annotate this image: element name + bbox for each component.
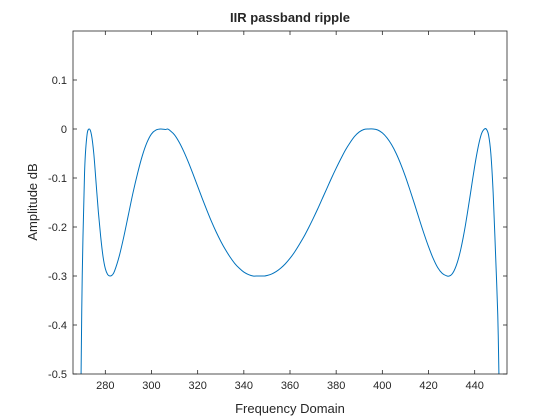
y-axis-label: Amplitude dB: [25, 163, 40, 240]
series-line: [80, 128, 500, 375]
x-tick-label: 440: [466, 380, 484, 392]
y-tick-label: -0.3: [48, 271, 67, 283]
x-tick-label: 420: [419, 380, 437, 392]
y-tick-label: -0.2: [48, 222, 67, 234]
x-tick-label: 360: [281, 380, 299, 392]
chart-title: IIR passband ripple: [230, 10, 350, 25]
x-tick-label: 400: [373, 380, 391, 392]
x-tick-label: 300: [142, 380, 160, 392]
y-tick-label: 0.1: [52, 75, 67, 87]
y-axis: -0.5 -0.4 -0.3 -0.2 -0.1 0 0.1: [48, 75, 507, 381]
x-axis-label: Frequency Domain: [235, 401, 345, 416]
y-tick-label: -0.1: [48, 173, 67, 185]
plot-area: [72, 30, 508, 375]
y-tick-label: -0.4: [48, 320, 67, 332]
axes-background: [73, 31, 507, 374]
x-tick-label: 340: [235, 380, 253, 392]
x-tick-label: 280: [96, 380, 114, 392]
y-tick-label: 0: [61, 124, 67, 136]
x-tick-label: 320: [188, 380, 206, 392]
x-axis: 280 300 320 340 360 380 400 420 440: [96, 31, 484, 392]
x-tick-label: 380: [327, 380, 345, 392]
y-tick-label: -0.5: [48, 369, 67, 381]
